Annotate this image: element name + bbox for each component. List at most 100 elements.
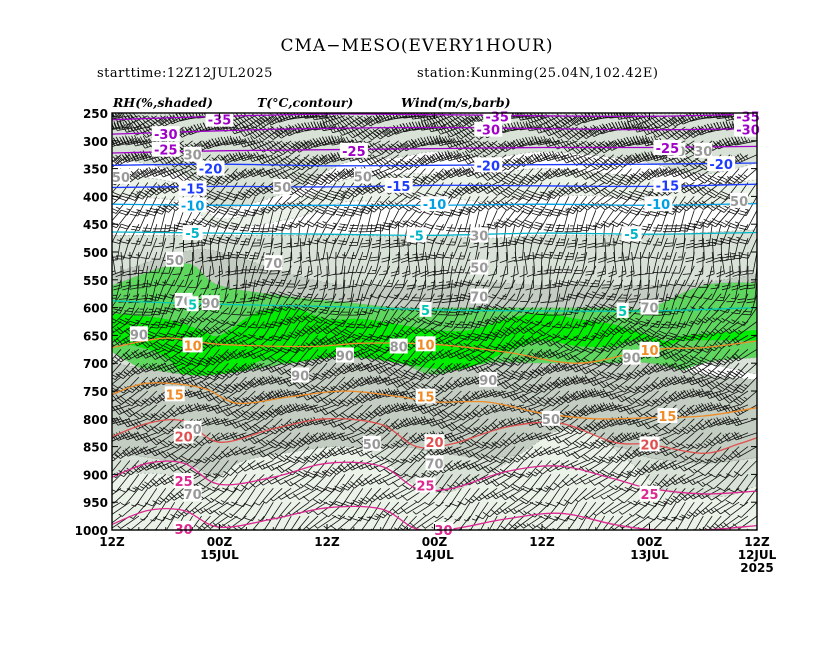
wind-barb <box>131 168 157 180</box>
wind-barb <box>355 152 381 164</box>
wind-barb <box>571 404 597 419</box>
wind-barb <box>558 196 579 216</box>
wind-barb <box>550 196 570 217</box>
rh-label-bg <box>622 349 641 365</box>
wind-barb <box>445 376 471 390</box>
wind-barb <box>659 166 686 177</box>
temperature-label-bg <box>173 520 194 536</box>
rh-label-bg <box>273 178 292 194</box>
wind-barb <box>184 251 193 277</box>
wind-barb <box>521 210 543 229</box>
wind-barb <box>552 125 579 139</box>
wind-barb <box>381 515 391 530</box>
wind-barb <box>206 251 215 278</box>
wind-barb <box>347 474 373 489</box>
wind-barb <box>337 210 355 231</box>
wind-barb <box>489 388 516 398</box>
wind-barb <box>723 515 749 529</box>
wind-barb <box>511 168 534 186</box>
wind-barb <box>330 376 355 393</box>
wind-barb <box>599 168 623 185</box>
wind-barb <box>364 446 390 459</box>
wind-barb <box>149 446 175 457</box>
wind-barb <box>542 196 561 217</box>
temperature-label-bg <box>653 177 682 193</box>
wind-barb <box>664 224 677 247</box>
wind-barb <box>444 136 471 148</box>
wind-barb <box>274 376 301 385</box>
wind-barb <box>366 418 390 435</box>
wind-barb <box>498 390 525 399</box>
wind-barb <box>699 335 722 353</box>
wind-barb <box>288 210 310 229</box>
wind-barb <box>295 335 319 352</box>
wind-barb <box>202 403 229 412</box>
wind-barb <box>295 224 310 247</box>
wind-barb <box>725 168 749 185</box>
wind-barb <box>591 487 614 500</box>
wind-barb <box>173 528 176 530</box>
wind-barb <box>531 196 552 216</box>
wind-barb <box>642 362 668 375</box>
rh-contour-label: 90 <box>336 349 354 364</box>
wind-barb <box>315 182 337 201</box>
wind-barb <box>294 307 319 323</box>
wind-barb <box>177 501 202 517</box>
wind-barb <box>382 474 408 486</box>
wind-barb <box>443 196 462 217</box>
wind-barb <box>553 335 579 349</box>
wind-barb <box>589 265 606 288</box>
rh-label-bg <box>335 347 354 363</box>
wind-barb <box>455 418 480 434</box>
wind-barb <box>508 487 534 503</box>
rh-label-bg <box>111 168 130 184</box>
wind-barb <box>594 279 615 300</box>
wind-barb <box>347 115 373 129</box>
wind-barb <box>624 446 650 460</box>
wind-barb <box>146 196 167 216</box>
wind-barb <box>530 182 552 202</box>
rh-contour-label: 90 <box>130 328 148 343</box>
wind-barb <box>600 293 623 311</box>
wind-barb <box>391 376 417 388</box>
wind-barb <box>578 515 588 530</box>
temperature-label-bg <box>178 197 207 213</box>
wind-barb <box>619 460 641 479</box>
wind-barb <box>270 279 292 299</box>
wind-barb <box>725 238 740 261</box>
wind-barb <box>373 460 399 473</box>
wind-barb <box>339 390 364 407</box>
rh-label-bg <box>291 367 310 383</box>
wind-barb <box>311 321 337 335</box>
wind-barb <box>112 126 113 128</box>
wind-barb <box>333 182 355 201</box>
wind-barb <box>212 321 238 335</box>
wind-barb <box>737 528 740 530</box>
temperature-label-bg <box>339 142 368 158</box>
wind-barb <box>600 501 623 515</box>
wind-barb <box>256 460 283 470</box>
wind-barb <box>496 528 498 530</box>
wind-barb <box>508 501 534 515</box>
wind-barb <box>464 488 489 504</box>
wind-barb <box>158 152 184 166</box>
wind-barb <box>257 307 274 329</box>
wind-barb <box>598 182 623 197</box>
wind-barb <box>112 446 122 457</box>
wind-barb <box>697 460 722 476</box>
wind-barb <box>625 390 650 405</box>
wind-barb <box>536 321 561 337</box>
wind-barb <box>373 168 399 180</box>
wind-barb <box>689 432 713 449</box>
wind-barb <box>563 488 588 505</box>
wind-barb <box>515 265 525 291</box>
wind-barb <box>112 182 122 194</box>
wind-barb <box>682 335 704 354</box>
rh-label-bg <box>470 288 489 304</box>
wind-barb <box>344 196 364 217</box>
wind-barb <box>598 474 623 488</box>
wind-barb <box>572 418 597 435</box>
wind-barb <box>381 238 391 263</box>
wind-barb <box>113 404 140 415</box>
wind-barb <box>188 265 202 288</box>
